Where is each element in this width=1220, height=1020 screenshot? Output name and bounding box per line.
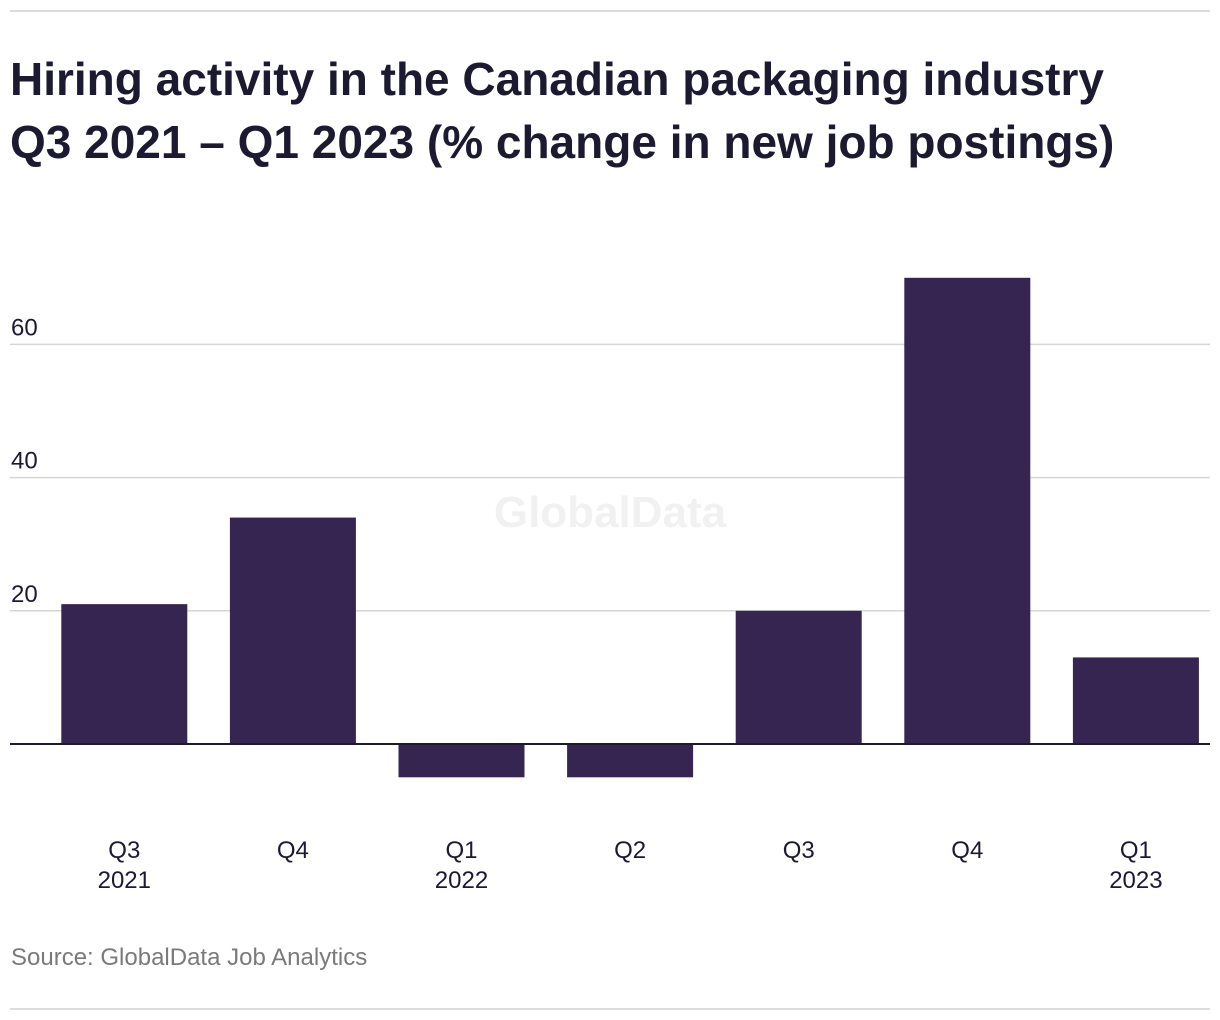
chart-title-line-1: Hiring activity in the Canadian packagin… — [10, 53, 1104, 105]
y-tick-label: 20 — [11, 581, 38, 608]
y-tick-label: 60 — [11, 314, 38, 341]
bar-1 — [229, 517, 356, 744]
x-tick-label: 2023 — [1109, 867, 1162, 894]
y-axis-ticks: 20 40 60 — [11, 314, 38, 607]
x-tick-label: Q1 — [445, 837, 477, 864]
x-tick-label: 2021 — [98, 867, 151, 894]
watermark: GlobalData — [494, 488, 727, 537]
bar-3 — [567, 744, 694, 778]
x-tick-label: Q4 — [951, 837, 983, 864]
bar-5 — [904, 277, 1031, 744]
x-tick-label: Q3 — [783, 837, 815, 864]
x-tick-label: Q3 — [108, 837, 140, 864]
bottom-divider — [10, 1008, 1210, 1010]
bar-6 — [1072, 657, 1199, 744]
chart-title: Hiring activity in the Canadian packagin… — [10, 48, 1210, 174]
source-note: Source: GlobalData Job Analytics — [11, 944, 368, 971]
top-divider — [10, 10, 1210, 12]
bars — [61, 277, 1199, 778]
y-tick-label: 40 — [11, 448, 38, 475]
x-axis-labels: Q3 2021 Q4 Q1 2022 Q2 Q3 Q4 Q1 2023 — [98, 837, 1163, 894]
chart-title-line-2: Q3 2021 – Q1 2023 (% change in new job p… — [10, 116, 1115, 168]
bar-4 — [735, 610, 862, 744]
x-tick-label: Q1 — [1120, 837, 1152, 864]
x-tick-label: Q4 — [277, 837, 309, 864]
bar-0 — [61, 604, 188, 744]
bar-2 — [398, 744, 525, 778]
x-tick-label: Q2 — [614, 837, 646, 864]
x-tick-label: 2022 — [435, 867, 488, 894]
